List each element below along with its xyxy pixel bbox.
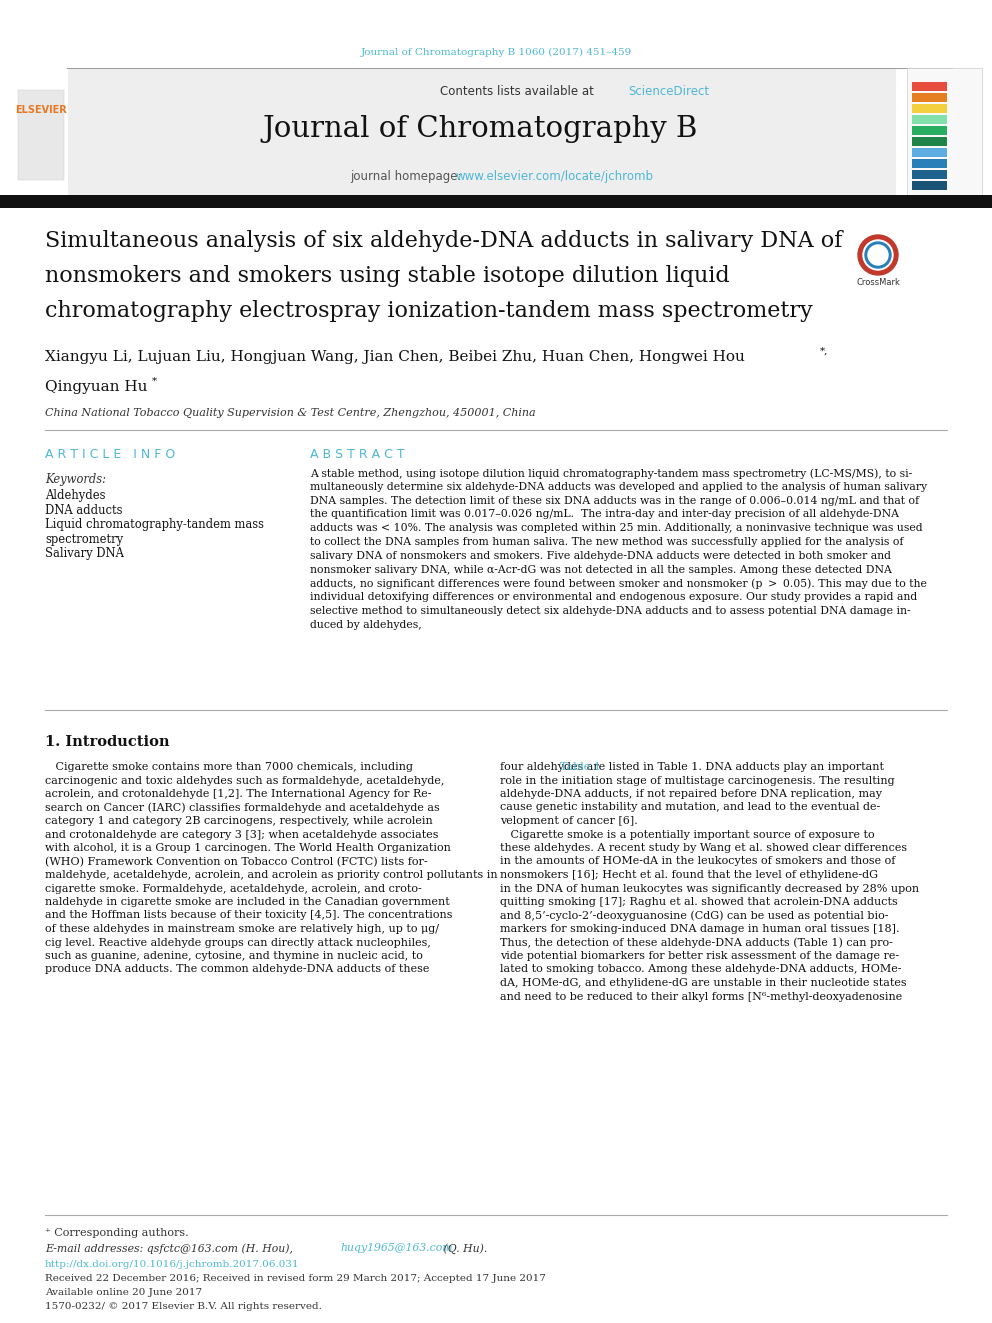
Text: China National Tobacco Quality Supervision & Test Centre, Zhengzhou, 450001, Chi: China National Tobacco Quality Supervisi… — [45, 407, 536, 418]
FancyBboxPatch shape — [912, 115, 947, 124]
FancyBboxPatch shape — [907, 67, 982, 194]
Text: such as guanine, adenine, cytosine, and thymine in nucleic acid, to: such as guanine, adenine, cytosine, and … — [45, 951, 423, 960]
Text: Liquid chromatography-tandem mass: Liquid chromatography-tandem mass — [45, 519, 264, 531]
Text: salivary DNA of nonsmokers and smokers. Five aldehyde-DNA adducts were detected : salivary DNA of nonsmokers and smokers. … — [310, 550, 891, 561]
FancyBboxPatch shape — [912, 181, 947, 191]
Text: selective method to simultaneously detect six aldehyde-DNA adducts and to assess: selective method to simultaneously detec… — [310, 606, 911, 617]
Text: aldehyde-DNA adducts, if not repaired before DNA replication, may: aldehyde-DNA adducts, if not repaired be… — [500, 789, 882, 799]
Text: quitting smoking [17]; Raghu et al. showed that acrolein-DNA adducts: quitting smoking [17]; Raghu et al. show… — [500, 897, 898, 908]
Text: Cigarette smoke contains more than 7000 chemicals, including: Cigarette smoke contains more than 7000 … — [45, 762, 413, 773]
Text: spectrometry: spectrometry — [45, 532, 123, 545]
FancyBboxPatch shape — [912, 138, 947, 146]
Text: search on Cancer (IARC) classifies formaldehyde and acetaldehyde as: search on Cancer (IARC) classifies forma… — [45, 803, 439, 814]
FancyBboxPatch shape — [912, 169, 947, 179]
Text: and 8,5’-cyclo-2’-deoxyguanosine (CdG) can be used as potential bio-: and 8,5’-cyclo-2’-deoxyguanosine (CdG) c… — [500, 910, 889, 921]
Text: ⁺ Corresponding authors.: ⁺ Corresponding authors. — [45, 1228, 188, 1238]
Text: Keywords:: Keywords: — [45, 474, 106, 486]
Text: A B S T R A C T: A B S T R A C T — [310, 448, 405, 460]
Text: in the amounts of HOMe-dA in the leukocytes of smokers and those of: in the amounts of HOMe-dA in the leukocy… — [500, 856, 896, 867]
Text: duced by aldehydes,: duced by aldehydes, — [310, 619, 422, 630]
Text: 1570-0232/ © 2017 Elsevier B.V. All rights reserved.: 1570-0232/ © 2017 Elsevier B.V. All righ… — [45, 1302, 321, 1311]
Text: CrossMark: CrossMark — [856, 278, 900, 287]
Text: *: * — [152, 377, 157, 386]
Text: and the Hoffman lists because of their toxicity [4,5]. The concentrations: and the Hoffman lists because of their t… — [45, 910, 452, 921]
Circle shape — [863, 239, 893, 270]
Text: Qingyuan Hu: Qingyuan Hu — [45, 380, 148, 394]
Text: (WHO) Framework Convention on Tobacco Control (FCTC) lists for-: (WHO) Framework Convention on Tobacco Co… — [45, 856, 428, 867]
Text: Xiangyu Li, Lujuan Liu, Hongjuan Wang, Jian Chen, Beibei Zhu, Huan Chen, Hongwei: Xiangyu Li, Lujuan Liu, Hongjuan Wang, J… — [45, 351, 745, 364]
FancyBboxPatch shape — [912, 148, 947, 157]
Text: the quantification limit was 0.017–0.026 ng/mL.  The intra-day and inter-day pre: the quantification limit was 0.017–0.026… — [310, 509, 899, 520]
Text: ELSEVIER: ELSEVIER — [15, 105, 66, 115]
Text: (Q. Hu).: (Q. Hu). — [440, 1244, 487, 1254]
FancyBboxPatch shape — [912, 105, 947, 112]
Text: Journal of Chromatography B: Journal of Chromatography B — [262, 115, 697, 143]
Text: lated to smoking tobacco. Among these aldehyde-DNA adducts, HOMe-: lated to smoking tobacco. Among these al… — [500, 964, 902, 975]
Text: Available online 20 June 2017: Available online 20 June 2017 — [45, 1289, 202, 1297]
Text: adducts was < 10%. The analysis was completed within 25 min. Additionally, a non: adducts was < 10%. The analysis was comp… — [310, 523, 923, 533]
Text: *,: *, — [820, 347, 828, 356]
Text: nonsmoker salivary DNA, while α-Acr-dG was not detected in all the samples. Amon: nonsmoker salivary DNA, while α-Acr-dG w… — [310, 565, 892, 574]
FancyBboxPatch shape — [15, 67, 67, 194]
Text: and crotonaldehyde are category 3 [3]; when acetaldehyde associates: and crotonaldehyde are category 3 [3]; w… — [45, 830, 438, 840]
FancyBboxPatch shape — [912, 126, 947, 135]
Text: 1. Introduction: 1. Introduction — [45, 736, 170, 749]
Text: multaneously determine six aldehyde-DNA adducts was developed and applied to the: multaneously determine six aldehyde-DNA … — [310, 482, 928, 492]
Text: Thus, the detection of these aldehyde-DNA adducts (Table 1) can pro-: Thus, the detection of these aldehyde-DN… — [500, 938, 893, 949]
Text: E-mail addresses: qsfctc@163.com (H. Hou),: E-mail addresses: qsfctc@163.com (H. Hou… — [45, 1244, 297, 1254]
FancyBboxPatch shape — [912, 159, 947, 168]
Text: markers for smoking-induced DNA damage in human oral tissues [18].: markers for smoking-induced DNA damage i… — [500, 923, 900, 934]
Text: carcinogenic and toxic aldehydes such as formaldehyde, acetaldehyde,: carcinogenic and toxic aldehydes such as… — [45, 775, 444, 786]
FancyBboxPatch shape — [912, 82, 947, 91]
Text: individual detoxifying differences or environmental and endogenous exposure. Our: individual detoxifying differences or en… — [310, 593, 918, 602]
Text: DNA adducts: DNA adducts — [45, 504, 122, 516]
Circle shape — [865, 242, 891, 269]
Text: naldehyde in cigarette smoke are included in the Canadian government: naldehyde in cigarette smoke are include… — [45, 897, 449, 908]
Text: to collect the DNA samples from human saliva. The new method was successfully ap: to collect the DNA samples from human sa… — [310, 537, 904, 546]
Text: Contents lists available at: Contents lists available at — [440, 85, 597, 98]
Text: dA, HOMe-dG, and ethylidene-dG are unstable in their nucleotide states: dA, HOMe-dG, and ethylidene-dG are unsta… — [500, 978, 907, 988]
Text: Simultaneous analysis of six aldehyde-DNA adducts in salivary DNA of: Simultaneous analysis of six aldehyde-DN… — [45, 230, 842, 251]
Text: four aldehydes are listed in Table 1. DNA adducts play an important: four aldehydes are listed in Table 1. DN… — [500, 762, 884, 773]
Text: Journal of Chromatography B 1060 (2017) 451–459: Journal of Chromatography B 1060 (2017) … — [360, 48, 632, 57]
Text: these aldehydes. A recent study by Wang et al. showed clear differences: these aldehydes. A recent study by Wang … — [500, 843, 907, 853]
Text: in the DNA of human leukocytes was significantly decreased by 28% upon: in the DNA of human leukocytes was signi… — [500, 884, 920, 893]
Text: and need to be reduced to their alkyl forms [N⁶-methyl-deoxyadenosine: and need to be reduced to their alkyl fo… — [500, 991, 903, 1002]
Text: nonsmokers and smokers using stable isotope dilution liquid: nonsmokers and smokers using stable isot… — [45, 265, 730, 287]
FancyBboxPatch shape — [0, 194, 992, 208]
Text: A R T I C L E   I N F O: A R T I C L E I N F O — [45, 448, 176, 460]
Text: Cigarette smoke is a potentially important source of exposure to: Cigarette smoke is a potentially importa… — [500, 830, 875, 840]
FancyBboxPatch shape — [912, 93, 947, 102]
Text: produce DNA adducts. The common aldehyde-DNA adducts of these: produce DNA adducts. The common aldehyde… — [45, 964, 430, 975]
Text: velopment of cancer [6].: velopment of cancer [6]. — [500, 816, 638, 826]
Text: role in the initiation stage of multistage carcinogenesis. The resulting: role in the initiation stage of multista… — [500, 775, 895, 786]
Text: acrolein, and crotonaldehyde [1,2]. The International Agency for Re-: acrolein, and crotonaldehyde [1,2]. The … — [45, 789, 432, 799]
Text: Salivary DNA: Salivary DNA — [45, 546, 124, 560]
FancyBboxPatch shape — [68, 67, 896, 194]
Text: cause genetic instability and mutation, and lead to the eventual de-: cause genetic instability and mutation, … — [500, 803, 880, 812]
FancyBboxPatch shape — [18, 90, 64, 180]
Text: A stable method, using isotope dilution liquid chromatography-tandem mass spectr: A stable method, using isotope dilution … — [310, 468, 913, 479]
Text: DNA samples. The detection limit of these six DNA adducts was in the range of 0.: DNA samples. The detection limit of thes… — [310, 496, 920, 505]
Text: maldehyde, acetaldehyde, acrolein, and acrolein as priority control pollutants i: maldehyde, acetaldehyde, acrolein, and a… — [45, 871, 498, 880]
Text: chromatography electrospray ionization-tandem mass spectrometry: chromatography electrospray ionization-t… — [45, 300, 812, 321]
Text: vide potential biomarkers for better risk assessment of the damage re-: vide potential biomarkers for better ris… — [500, 951, 899, 960]
Text: www.elsevier.com/locate/jchromb: www.elsevier.com/locate/jchromb — [455, 169, 653, 183]
Text: category 1 and category 2B carcinogens, respectively, while acrolein: category 1 and category 2B carcinogens, … — [45, 816, 433, 826]
Text: cig level. Reactive aldehyde groups can directly attack nucleophiles,: cig level. Reactive aldehyde groups can … — [45, 938, 431, 947]
Circle shape — [858, 235, 898, 275]
Text: Table 1: Table 1 — [560, 762, 601, 773]
Circle shape — [868, 245, 888, 265]
Text: adducts, no significant differences were found between smoker and nonsmoker (p  : adducts, no significant differences were… — [310, 578, 927, 589]
Text: ScienceDirect: ScienceDirect — [628, 85, 709, 98]
Text: cigarette smoke. Formaldehyde, acetaldehyde, acrolein, and croto-: cigarette smoke. Formaldehyde, acetaldeh… — [45, 884, 422, 893]
Text: Aldehydes: Aldehydes — [45, 490, 105, 501]
Text: nonsmokers [16]; Hecht et al. found that the level of ethylidene-dG: nonsmokers [16]; Hecht et al. found that… — [500, 871, 878, 880]
Text: huqy1965@163.com: huqy1965@163.com — [340, 1244, 452, 1253]
Text: http://dx.doi.org/10.1016/j.jchromb.2017.06.031: http://dx.doi.org/10.1016/j.jchromb.2017… — [45, 1259, 300, 1269]
Text: with alcohol, it is a Group 1 carcinogen. The World Health Organization: with alcohol, it is a Group 1 carcinogen… — [45, 843, 451, 853]
Text: Received 22 December 2016; Received in revised form 29 March 2017; Accepted 17 J: Received 22 December 2016; Received in r… — [45, 1274, 546, 1283]
Text: journal homepage:: journal homepage: — [350, 169, 469, 183]
Text: of these aldehydes in mainstream smoke are relatively high, up to μg/: of these aldehydes in mainstream smoke a… — [45, 923, 439, 934]
